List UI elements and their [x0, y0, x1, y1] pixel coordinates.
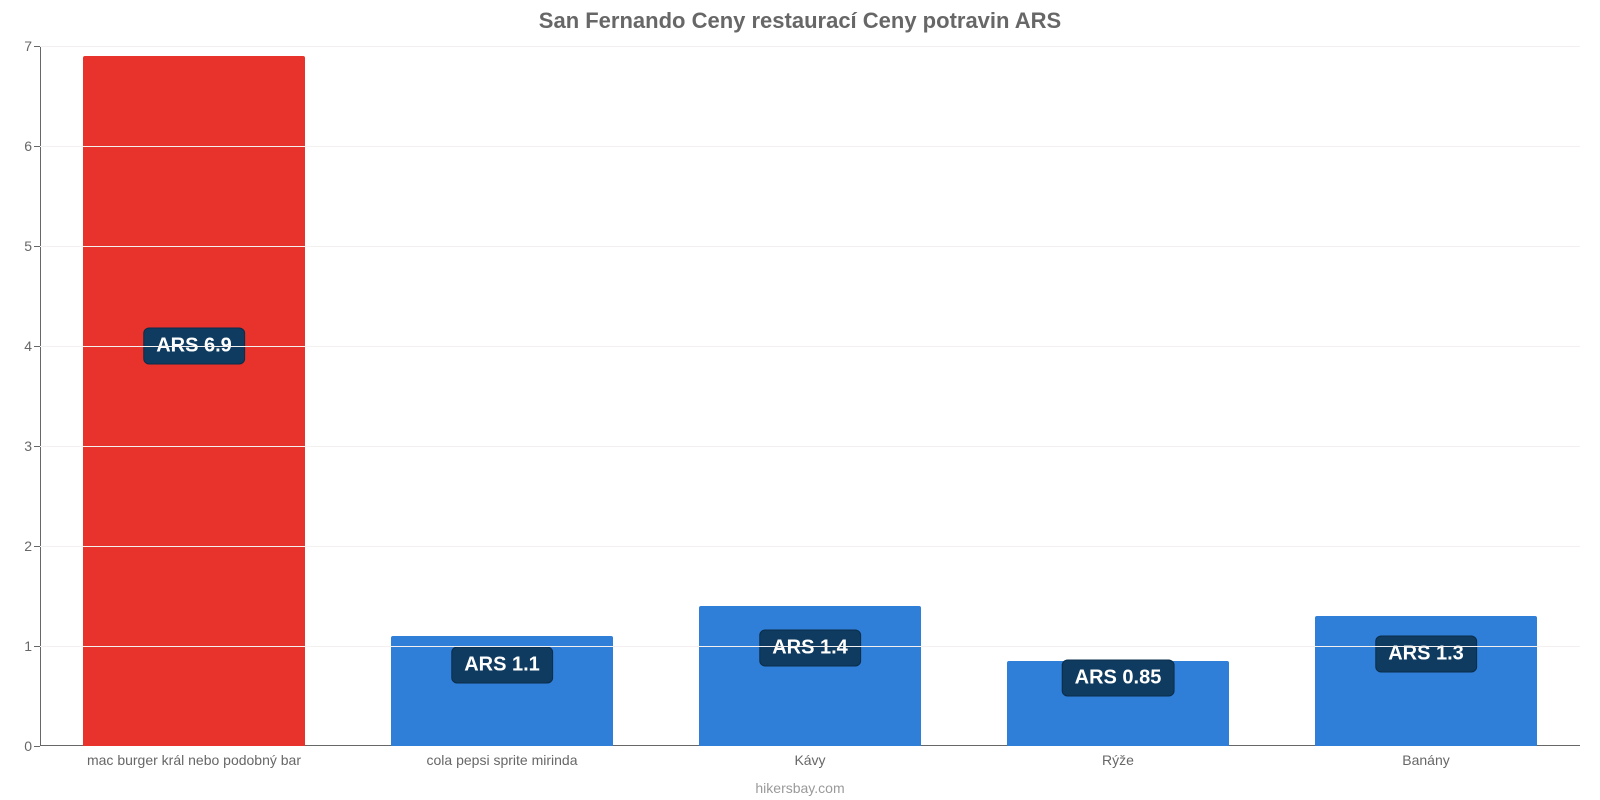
grid-line	[40, 146, 1580, 147]
xtick-label: Kávy	[794, 752, 825, 768]
ytick-label: 4	[24, 338, 32, 354]
ytick-mark	[34, 446, 40, 447]
grid-line	[40, 446, 1580, 447]
grid-line	[40, 46, 1580, 47]
bar	[83, 56, 305, 746]
bar-slot: ARS 1.3Banány	[1272, 46, 1580, 746]
bar-value-label: ARS 1.3	[1375, 635, 1477, 672]
grid-line	[40, 346, 1580, 347]
bar-slot: ARS 1.4Kávy	[656, 46, 964, 746]
ytick-label: 3	[24, 438, 32, 454]
ytick-label: 7	[24, 38, 32, 54]
ytick-label: 1	[24, 638, 32, 654]
ytick-label: 2	[24, 538, 32, 554]
xtick-label: cola pepsi sprite mirinda	[427, 752, 578, 768]
grid-line	[40, 546, 1580, 547]
ytick-mark	[34, 246, 40, 247]
grid-line	[40, 246, 1580, 247]
ytick-mark	[34, 646, 40, 647]
xtick-label: Banány	[1402, 752, 1449, 768]
chart-title: San Fernando Ceny restaurací Ceny potrav…	[0, 8, 1600, 34]
bar-slot: ARS 6.9mac burger král nebo podobný bar	[40, 46, 348, 746]
bar	[699, 606, 921, 746]
xtick-label: Rýže	[1102, 752, 1134, 768]
bars-layer: ARS 6.9mac burger král nebo podobný barA…	[40, 46, 1580, 746]
ytick-label: 6	[24, 138, 32, 154]
xtick-label: mac burger král nebo podobný bar	[87, 752, 301, 768]
ytick-mark	[34, 146, 40, 147]
bar-slot: ARS 0.85Rýže	[964, 46, 1272, 746]
grid-line	[40, 646, 1580, 647]
bar-value-label: ARS 1.1	[451, 646, 553, 683]
ytick-label: 0	[24, 738, 32, 754]
plot-area: ARS 6.9mac burger král nebo podobný barA…	[40, 46, 1580, 746]
ytick-mark	[34, 546, 40, 547]
ytick-label: 5	[24, 238, 32, 254]
bar-value-label: ARS 1.4	[759, 630, 861, 667]
bar-value-label: ARS 0.85	[1062, 660, 1175, 697]
bar-slot: ARS 1.1cola pepsi sprite mirinda	[348, 46, 656, 746]
ytick-mark	[34, 46, 40, 47]
chart-credit: hikersbay.com	[0, 780, 1600, 796]
price-bar-chart: San Fernando Ceny restaurací Ceny potrav…	[0, 0, 1600, 800]
ytick-mark	[34, 346, 40, 347]
ytick-mark	[34, 746, 40, 747]
